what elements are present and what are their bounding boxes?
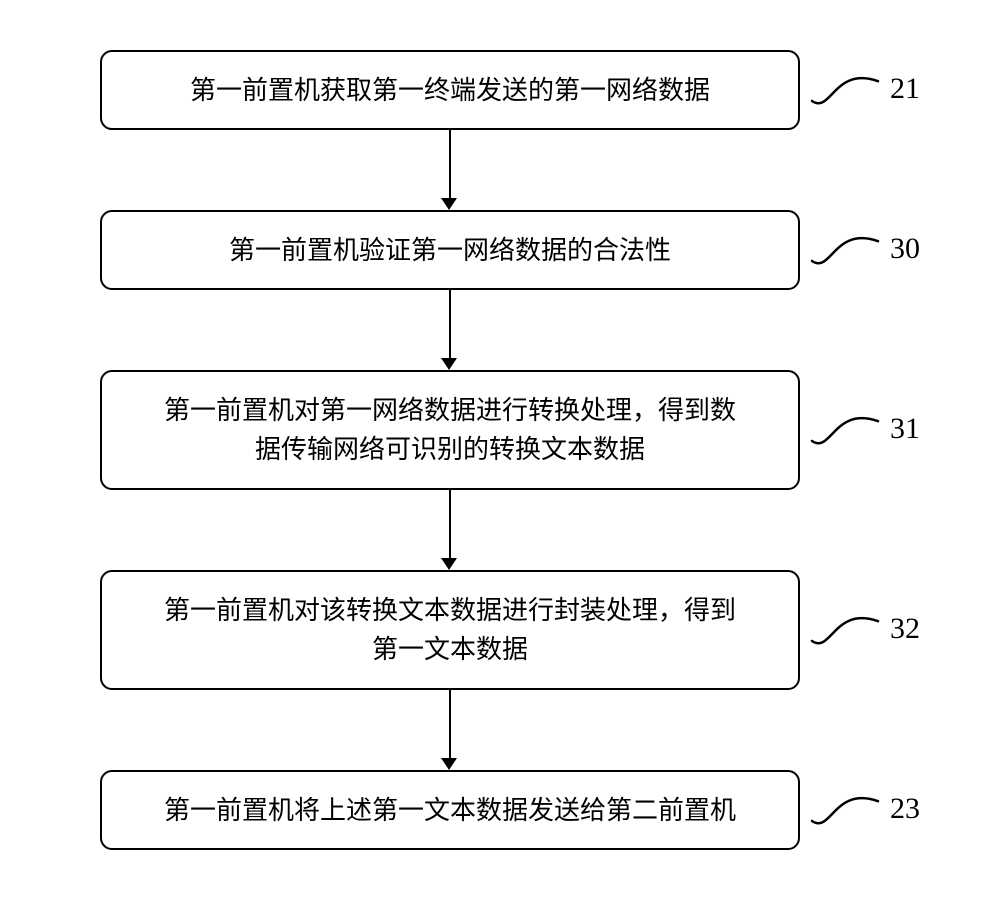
- flow-node-text: 第一前置机验证第一网络数据的合法性: [229, 231, 671, 270]
- flow-node-n31: 第一前置机对第一网络数据进行转换处理，得到数 据传输网络可识别的转换文本数据: [100, 370, 800, 490]
- connector-brace: [810, 788, 880, 832]
- flow-node-text: 第一前置机对该转换文本数据进行封装处理，得到 第一文本数据: [164, 591, 736, 669]
- connector-brace: [810, 608, 880, 652]
- flow-node-n32: 第一前置机对该转换文本数据进行封装处理，得到 第一文本数据: [100, 570, 800, 690]
- connector-brace: [810, 408, 880, 452]
- connector-brace: [810, 68, 880, 112]
- arrow-head-icon: [441, 198, 457, 210]
- flow-arrow: [449, 130, 451, 200]
- flowchart-canvas: 第一前置机获取第一终端发送的第一网络数据第一前置机验证第一网络数据的合法性第一前…: [0, 0, 1000, 900]
- arrow-head-icon: [441, 358, 457, 370]
- flow-arrow: [449, 290, 451, 360]
- flow-node-text: 第一前置机将上述第一文本数据发送给第二前置机: [164, 791, 736, 830]
- flow-node-n21: 第一前置机获取第一终端发送的第一网络数据: [100, 50, 800, 130]
- arrow-head-icon: [441, 558, 457, 570]
- arrow-head-icon: [441, 758, 457, 770]
- flow-arrow: [449, 490, 451, 560]
- step-label-32: 32: [890, 612, 920, 646]
- step-label-21: 21: [890, 72, 920, 106]
- step-label-31: 31: [890, 412, 920, 446]
- flow-node-n30: 第一前置机验证第一网络数据的合法性: [100, 210, 800, 290]
- flow-node-text: 第一前置机获取第一终端发送的第一网络数据: [190, 71, 710, 110]
- connector-brace: [810, 228, 880, 272]
- flow-node-text: 第一前置机对第一网络数据进行转换处理，得到数 据传输网络可识别的转换文本数据: [164, 391, 736, 469]
- step-label-30: 30: [890, 232, 920, 266]
- step-label-23: 23: [890, 792, 920, 826]
- flow-arrow: [449, 690, 451, 760]
- flow-node-n23: 第一前置机将上述第一文本数据发送给第二前置机: [100, 770, 800, 850]
